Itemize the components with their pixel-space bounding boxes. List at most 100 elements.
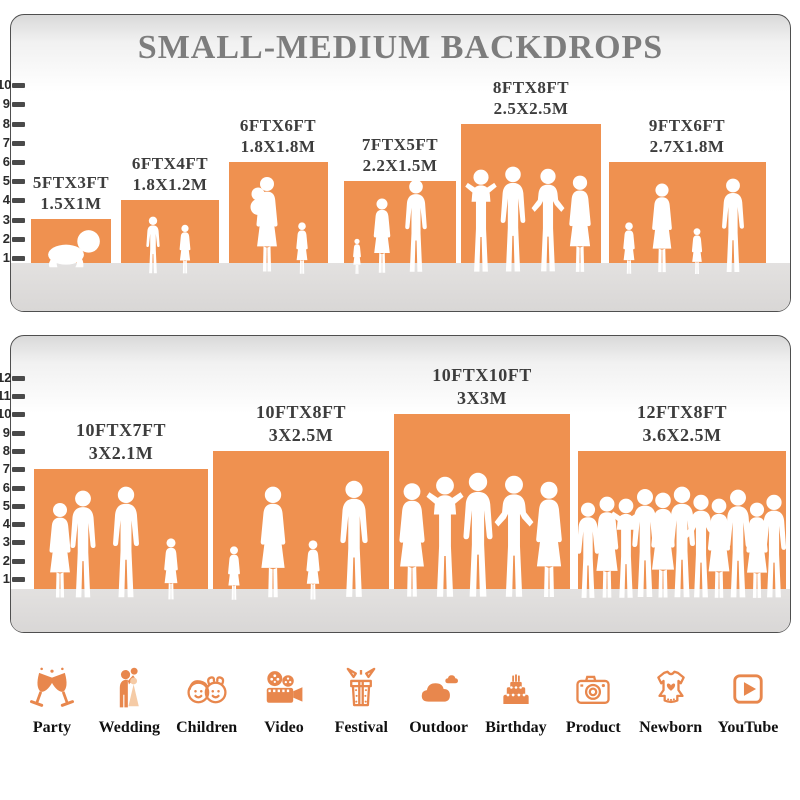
- backdrop-12ftx8ft: [578, 451, 786, 589]
- tick-dash: [12, 485, 25, 491]
- tick-number: 6: [2, 479, 10, 495]
- tick-number: 2: [2, 552, 10, 568]
- legend-item-festival: Festival: [325, 656, 397, 766]
- tick-number: 12: [0, 369, 12, 385]
- legend-item-youtube: YouTube: [712, 656, 784, 766]
- backdrop-10ftx10ft: [394, 414, 570, 589]
- tick-dash: [12, 217, 25, 223]
- tick-dash: [12, 558, 25, 564]
- legend-label: Festival: [334, 719, 388, 736]
- legend-item-wedding: Wedding: [93, 656, 165, 766]
- legend-label: Children: [176, 719, 238, 736]
- tick-dash: [12, 375, 25, 381]
- backdrop-size-label: 6FTX4FT 1.8X1.2M: [131, 153, 209, 194]
- category-legend: Party Wedding: [0, 656, 800, 766]
- tick-dash: [12, 522, 25, 528]
- tick-number: 8: [2, 442, 10, 458]
- person-silhouette: [63, 490, 103, 602]
- tick-number: 5: [2, 173, 10, 189]
- backdrop-size-label: 5FTX3FT 1.5X1M: [32, 172, 110, 213]
- backdrop-6ftx4ft: [121, 200, 219, 263]
- person-silhouette: [755, 494, 793, 602]
- tick-number: 6: [2, 154, 10, 169]
- legend-label: Outdoor: [409, 719, 468, 736]
- legend-item-children: Children: [171, 656, 243, 766]
- video-icon: [266, 671, 303, 703]
- legend-item-party: Party: [16, 656, 88, 766]
- backdrop-5ftx3ft: [31, 219, 111, 263]
- tick-number: 11: [0, 388, 11, 403]
- tick-number: 1: [2, 250, 10, 265]
- tick-number: 5: [2, 497, 10, 513]
- tick-number: 7: [2, 134, 10, 150]
- tick-dash: [12, 179, 25, 185]
- tick-number: 9: [2, 424, 10, 440]
- tick-number: 2: [2, 230, 10, 246]
- tick-number: 7: [2, 461, 10, 477]
- legend-item-product: Product: [557, 656, 629, 766]
- tick-number: 3: [2, 211, 10, 227]
- legend-label: Birthday: [485, 719, 547, 736]
- backdrop-size-label: 10FTX8FT 3X2.5M: [255, 402, 347, 445]
- tick-dash: [12, 412, 25, 418]
- person-silhouette: [106, 486, 147, 602]
- backdrop-size-label: 9FTX6FT 2.7X1.8M: [648, 115, 726, 156]
- person-silhouette: [527, 481, 570, 602]
- tick-number: 8: [2, 115, 10, 131]
- tick-dash: [12, 198, 25, 204]
- bottom-panel-large: 10FTX7FT 3X2.1M 10FTX8FT 3X2.5M 10FTX10FT 3…: [0, 335, 791, 633]
- legend-label: Wedding: [98, 719, 160, 736]
- legend-item-birthday: Birthday: [480, 656, 552, 766]
- top-panel-small-medium: SMALL-MEDIUM BACKDROPS 5FTX3FT 1.5X1M 6FT…: [0, 14, 791, 312]
- tick-dash: [12, 394, 25, 399]
- tick-dash: [12, 236, 25, 242]
- tick-number: 10: [0, 406, 12, 422]
- tick-number: 3: [2, 534, 10, 550]
- legend-label: YouTube: [717, 719, 779, 736]
- backdrop-6ftx6ft: [229, 162, 328, 263]
- backdrop-size-label: 6FTX6FT 1.8X1.8M: [239, 115, 317, 156]
- backdrop-8ftx8ft: [461, 124, 601, 263]
- backdrop-size-label: 10FTX7FT 3X2.1M: [75, 420, 167, 463]
- backdrop-10ftx7ft: [34, 469, 208, 589]
- person-silhouette: [143, 216, 164, 276]
- person-silhouette: [351, 238, 364, 276]
- backdrop-9ftx6ft: [609, 162, 766, 263]
- legend-item-newborn: Newborn: [635, 656, 707, 766]
- tick-dash: [12, 83, 25, 89]
- tick-dash: [12, 448, 25, 454]
- tick-dash: [12, 540, 25, 546]
- tick-dash: [12, 503, 25, 509]
- baby-silhouette: [40, 228, 103, 268]
- backdrop-7ftx5ft: [344, 181, 456, 263]
- tick-dash: [12, 102, 25, 108]
- tick-dash: [12, 160, 25, 165]
- backdrop-10ftx8ft: [213, 451, 389, 589]
- person-silhouette: [646, 183, 679, 276]
- tick-dash: [12, 430, 25, 436]
- outdoor-icon: [421, 675, 458, 702]
- person-silhouette: [620, 222, 639, 276]
- legend-label: Product: [565, 719, 621, 736]
- person-silhouette: [293, 222, 312, 276]
- birthday-icon: [503, 674, 529, 704]
- backdrop-size-label: 12FTX8FT 3.6X2.5M: [636, 402, 728, 445]
- person-silhouette: [252, 486, 293, 602]
- person-silhouette: [176, 224, 194, 276]
- person-silhouette: [562, 175, 598, 276]
- children-icon: [187, 676, 227, 704]
- tick-number: 4: [2, 516, 10, 532]
- tick-dash: [12, 467, 25, 473]
- legend-label: Newborn: [639, 719, 703, 736]
- person-silhouette: [302, 540, 324, 602]
- backdrop-size-label: 10FTX10FT 3X3M: [432, 365, 532, 408]
- wedding-icon: [120, 667, 140, 708]
- tick-dash: [12, 577, 25, 582]
- backdrop-size-label: 7FTX5FT 2.2X1.5M: [361, 134, 439, 175]
- legend-label: Video: [264, 719, 304, 736]
- person-silhouette: [688, 228, 705, 276]
- tick-dash: [12, 140, 25, 146]
- tick-number: 10: [0, 77, 12, 93]
- tick-dash: [12, 121, 25, 127]
- tick-dash: [12, 256, 25, 261]
